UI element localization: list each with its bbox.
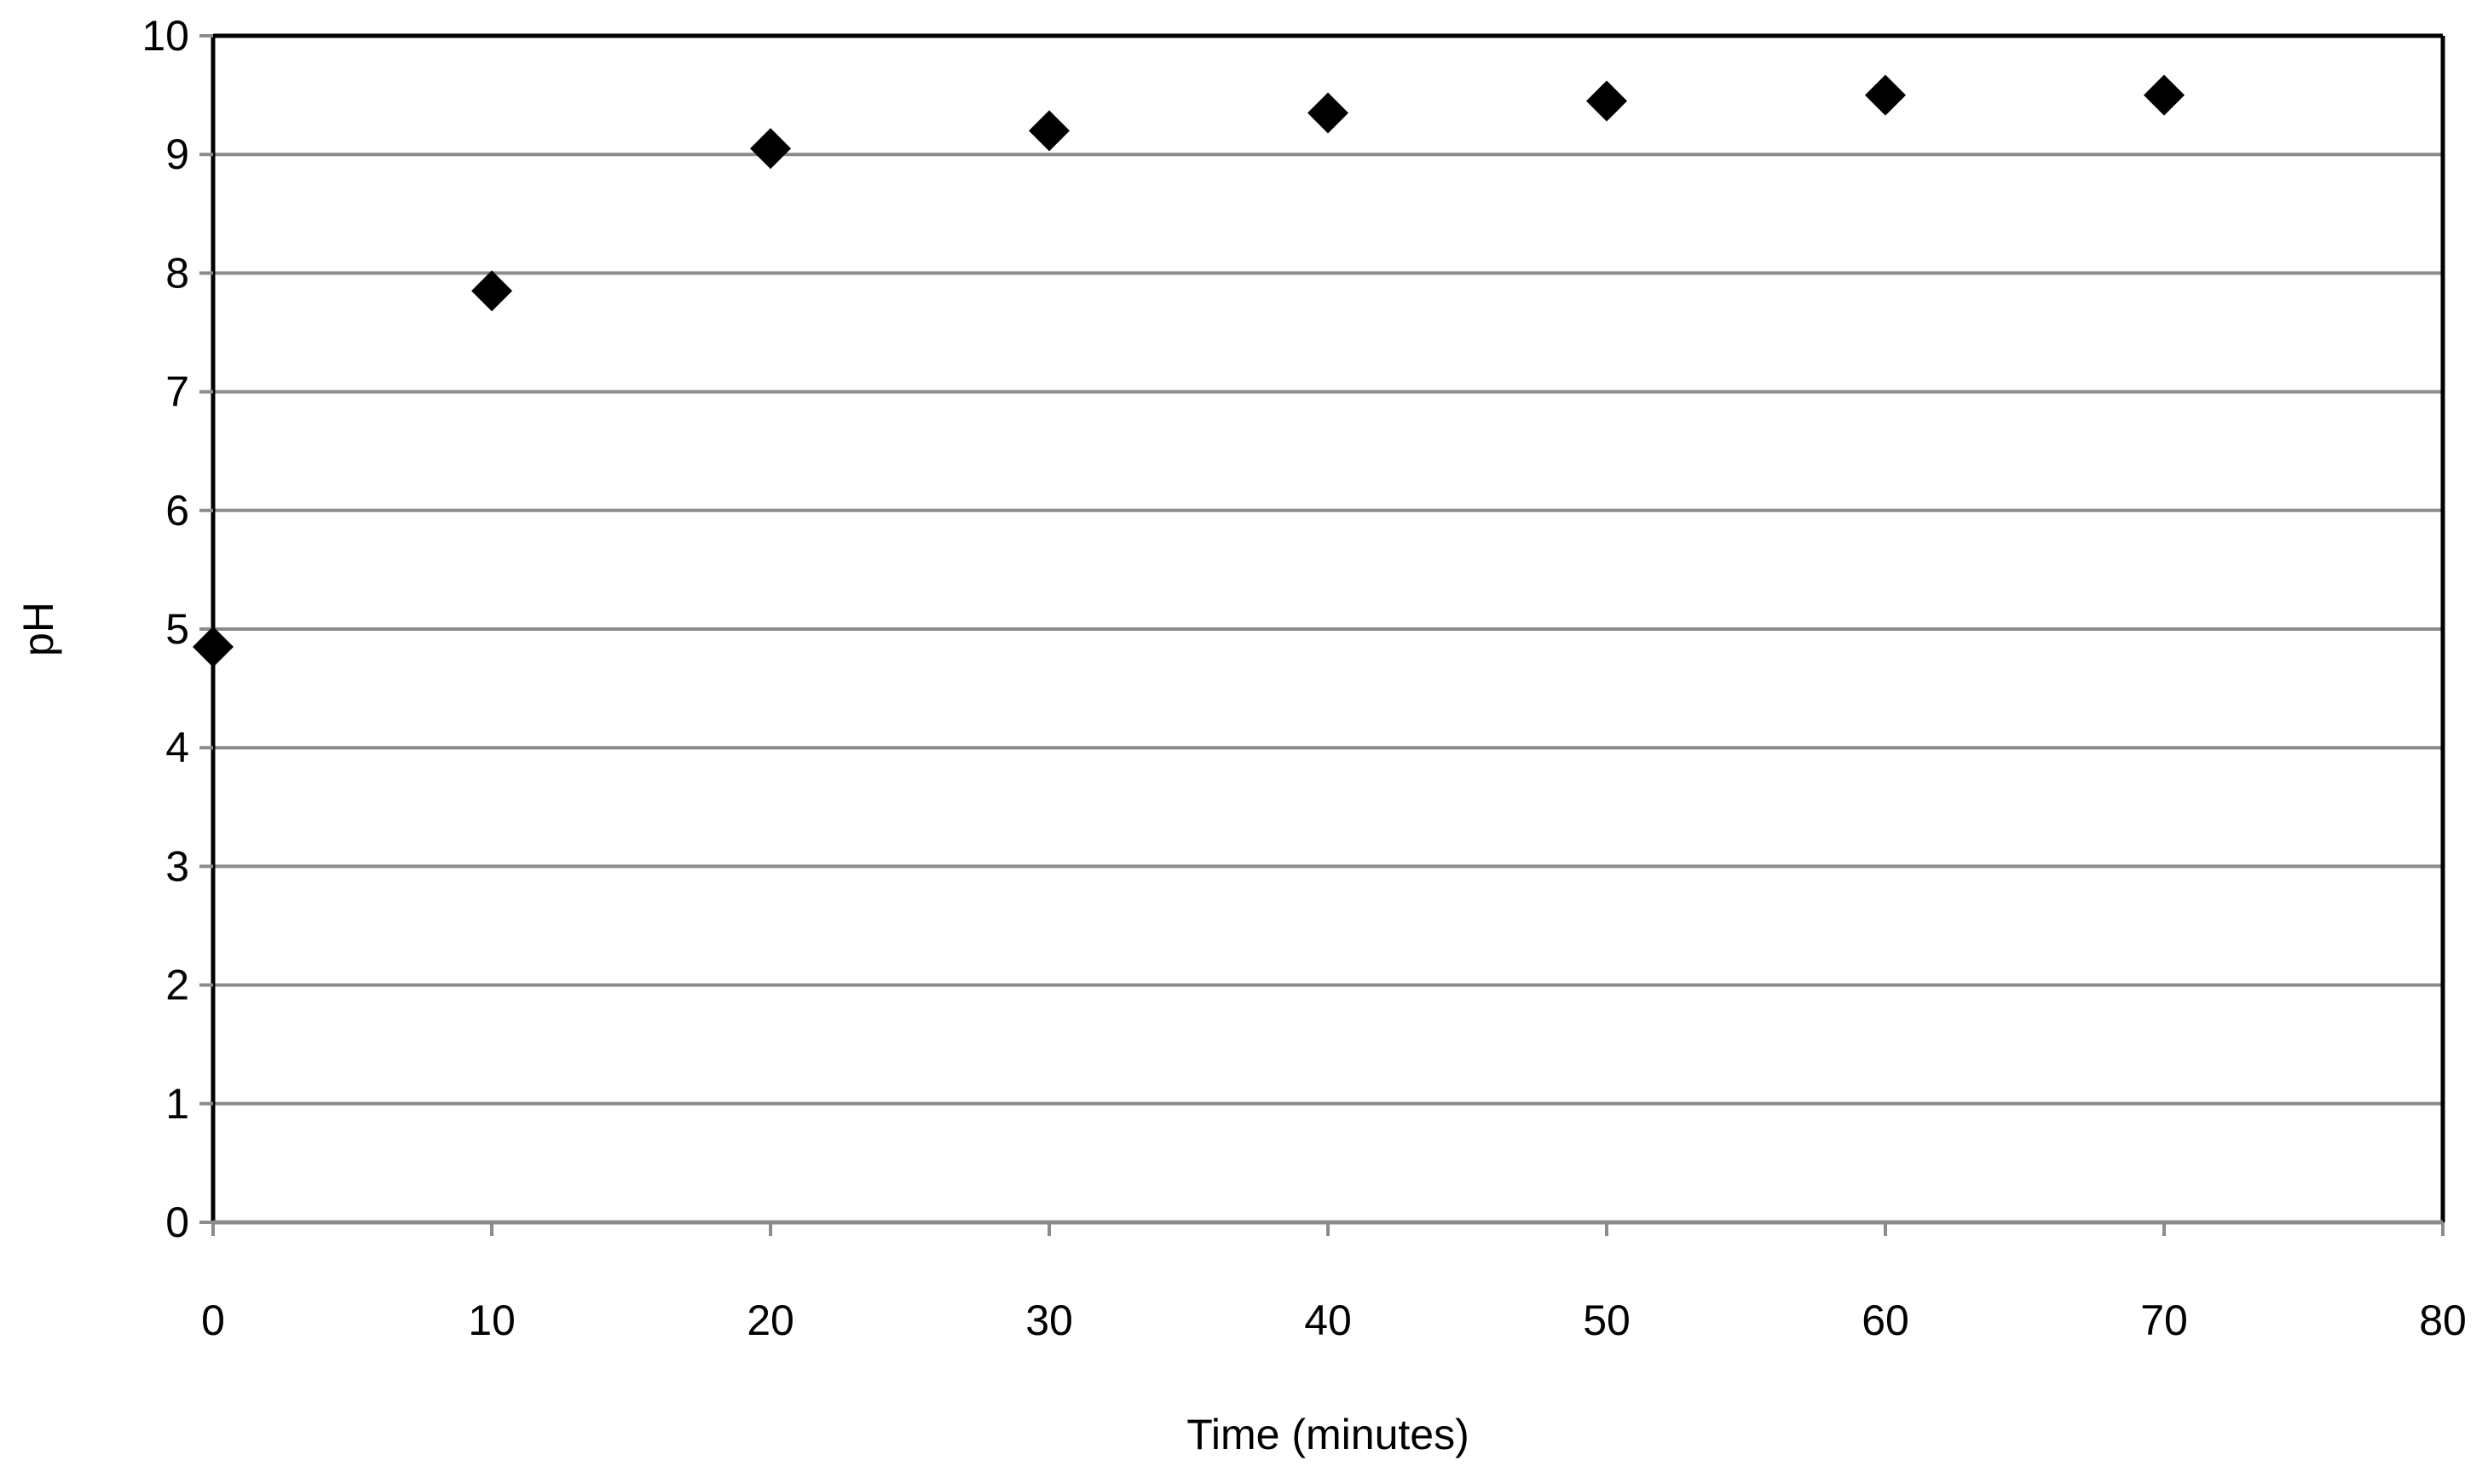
y-tick-label-3: 3	[165, 842, 189, 890]
y-tick-label-4: 4	[165, 724, 189, 771]
data-point-40	[1307, 92, 1348, 134]
data-point-0	[193, 626, 234, 667]
y-tick-label-8: 8	[165, 249, 189, 297]
y-tick-label-2: 2	[165, 961, 189, 1009]
x-axis-title: Time (minutes)	[1186, 1411, 1469, 1458]
y-tick-label-0: 0	[165, 1198, 189, 1246]
x-tick-label-70: 70	[2140, 1296, 2188, 1344]
x-tick-label-40: 40	[1304, 1296, 1352, 1344]
y-tick-label-6: 6	[165, 487, 189, 534]
x-tick-label-20: 20	[747, 1296, 794, 1344]
x-tick-label-60: 60	[1862, 1296, 1909, 1344]
axes	[199, 33, 2445, 1236]
y-tick-label-7: 7	[165, 368, 189, 416]
y-axis-title: pH	[14, 602, 62, 656]
data-point-20	[750, 128, 791, 170]
data-point-30	[1029, 110, 1070, 152]
data-point-70	[2144, 74, 2185, 116]
y-tick-label-9: 9	[165, 130, 189, 178]
y-tick-label-10: 10	[141, 12, 189, 60]
x-tick-label-80: 80	[2419, 1296, 2467, 1344]
y-tick-label-5: 5	[165, 605, 189, 653]
x-tick-label-10: 10	[468, 1296, 516, 1344]
x-tick-label-0: 0	[201, 1296, 225, 1344]
data-point-10	[471, 270, 512, 312]
x-tick-label-30: 30	[1025, 1296, 1073, 1344]
data-points	[193, 74, 2185, 667]
gridlines	[213, 34, 2443, 1106]
data-point-50	[1586, 80, 1627, 122]
y-tick-label-1: 1	[165, 1080, 189, 1128]
x-tick-label-50: 50	[1583, 1296, 1631, 1344]
data-point-60	[1865, 74, 1906, 116]
tick-labels: 0 1 2 3 4 5 6 7 8 9 10 0 10 20 30 40 50 60 70 80	[141, 12, 2466, 1344]
